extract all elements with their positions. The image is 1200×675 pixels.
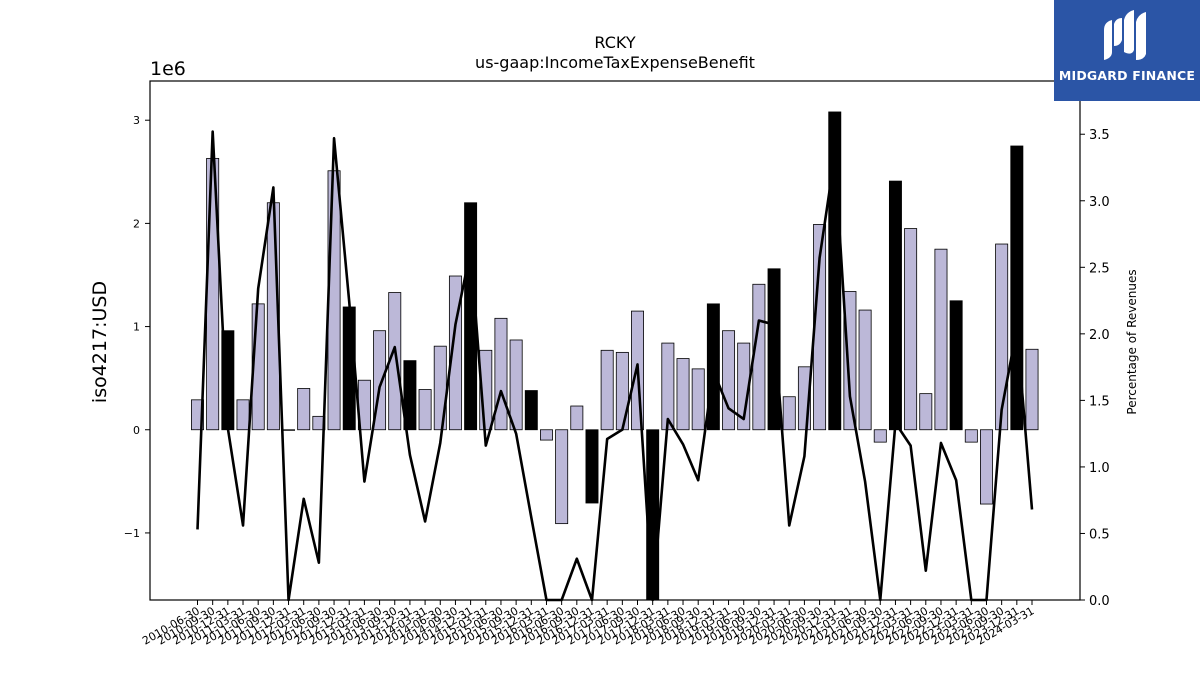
bar-2014-03-31 (418, 389, 432, 431)
y2-tick-label: 1.0 (1089, 461, 1110, 476)
plot-frame (149, 80, 1081, 601)
y-tick-label: −1 (124, 527, 140, 540)
chart-subtitle: us-gaap:IncomeTaxExpenseBenefit (475, 53, 755, 72)
bar-2017-06-30 (615, 351, 629, 431)
bar-2016-06-30 (555, 429, 569, 525)
bar-2018-06-30 (676, 358, 690, 431)
y-tick-label: 3 (133, 114, 140, 127)
logo-text: MIDGARD FINANCE (1058, 68, 1196, 83)
bar-2011-03-31 (236, 399, 250, 431)
y-tick-label: 2 (133, 217, 140, 230)
bar-2018-03-31 (661, 342, 675, 431)
bar-2023-09-30 (995, 243, 1009, 431)
bar-2021-03-31 (843, 291, 857, 431)
bar-2012-12-31 (342, 306, 356, 431)
bar-2012-09-30 (327, 170, 341, 431)
y2-axis-label: Percentage of Revenues (1125, 269, 1139, 414)
bar-2017-03-31 (600, 349, 614, 431)
bar-2023-03-31 (964, 429, 978, 443)
y2-tick-label: 2.0 (1089, 328, 1110, 343)
bar-2016-09-30 (570, 405, 584, 431)
bar-2019-03-31 (722, 330, 736, 431)
y2-tick-label: 3.0 (1089, 195, 1110, 210)
bar-2022-12-31 (949, 300, 963, 431)
bar-2022-09-30 (934, 248, 948, 431)
bar-2018-09-30 (691, 368, 705, 431)
bar-2015-09-30 (509, 339, 523, 431)
bar-2020-03-31 (782, 396, 796, 431)
bar-2021-06-30 (858, 309, 872, 431)
logo-mark-icon (1104, 10, 1146, 60)
line-group (196, 130, 1034, 602)
bar-2021-12-31 (888, 180, 902, 431)
y2-tick-label: 0.0 (1089, 594, 1110, 609)
x-axis: 2010-06-302010-09-302010-12-312011-03-31… (140, 600, 1037, 648)
y-axis-left: −1 0 1 2 3 (124, 114, 150, 540)
bar-2016-03-31 (540, 429, 553, 441)
chart-title: RCKY (594, 33, 635, 52)
bar-2013-12-31 (403, 360, 417, 431)
y-tick-label: 1 (133, 321, 140, 334)
y2-tick-label: 2.5 (1089, 261, 1110, 276)
bar-2019-12-31 (767, 268, 781, 431)
bar-2024-03-31 (1025, 348, 1039, 431)
y-offset-label: 1e6 (150, 58, 186, 80)
y-tick-label: 0 (133, 424, 140, 437)
bar-2021-09-30 (873, 429, 887, 443)
bar-2019-09-30 (752, 283, 766, 431)
y-axis-label: iso4217:USD (89, 281, 111, 403)
bar-2011-12-31 (282, 429, 296, 431)
bar-2015-06-30 (494, 317, 508, 431)
midgard-finance-logo: MIDGARD FINANCE (1054, 0, 1200, 101)
bar-2023-06-30 (980, 429, 993, 505)
y2-tick-label: 3.5 (1089, 128, 1110, 143)
y2-tick-label: 1.5 (1089, 394, 1110, 409)
bar-2022-03-31 (904, 228, 918, 431)
bar-2022-06-30 (919, 393, 933, 431)
y-axis-right: 0.0 0.5 1.0 1.5 2.0 2.5 3.0 3.5 (1080, 128, 1110, 609)
line-percentage-of-revenues (196, 130, 1034, 602)
y2-tick-label: 0.5 (1089, 527, 1110, 542)
bar-2015-12-31 (524, 390, 538, 431)
bar-2016-12-31 (585, 429, 599, 504)
bar-2012-03-31 (297, 388, 311, 431)
